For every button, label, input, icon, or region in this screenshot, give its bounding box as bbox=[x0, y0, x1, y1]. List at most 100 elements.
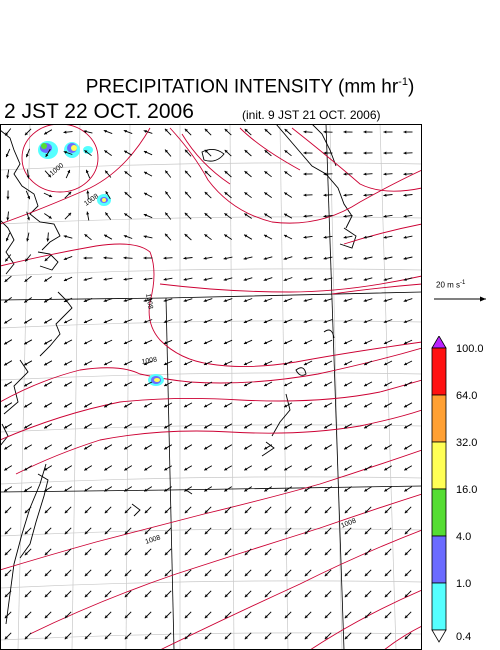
wind-arrowhead bbox=[264, 594, 268, 598]
wind-arrowhead bbox=[44, 488, 48, 492]
wind-arrowhead bbox=[24, 320, 28, 324]
wind-arrowhead bbox=[64, 467, 68, 471]
wind-arrowhead bbox=[48, 194, 53, 198]
wind-arrowhead bbox=[204, 383, 208, 387]
wind-arrowhead bbox=[63, 299, 68, 303]
wind-arrowhead bbox=[4, 467, 8, 471]
wind-arrowhead bbox=[224, 425, 228, 429]
wind-arrowhead bbox=[284, 510, 288, 514]
wind-arrowhead bbox=[25, 258, 29, 262]
wind-reference-label: 20 m s-1 bbox=[436, 280, 465, 290]
wind-arrowhead bbox=[364, 446, 368, 450]
wind-reference-exponent: -1 bbox=[460, 280, 466, 286]
wind-arrowhead bbox=[27, 196, 31, 200]
wind-arrowhead bbox=[44, 299, 48, 303]
wind-arrowhead bbox=[183, 341, 187, 345]
isobar-label: 1008 bbox=[144, 293, 154, 310]
boundaries bbox=[0, 124, 422, 650]
wind-arrowhead bbox=[44, 552, 48, 556]
wind-arrowhead bbox=[224, 446, 228, 450]
wind-arrowhead bbox=[83, 278, 87, 281]
wind-arrowhead bbox=[183, 299, 187, 302]
isobar-label: 1008 bbox=[141, 356, 158, 366]
wind-arrowhead bbox=[104, 636, 108, 640]
wind-arrowhead bbox=[124, 383, 128, 387]
wind-arrowhead bbox=[304, 573, 308, 577]
wind-arrowhead bbox=[165, 212, 169, 216]
wind-arrowhead bbox=[184, 573, 188, 577]
wind-arrowhead bbox=[44, 383, 48, 387]
wind-arrowhead bbox=[184, 212, 188, 216]
wind-arrowhead bbox=[324, 446, 328, 450]
wind-arrowhead bbox=[284, 129, 288, 132]
wind-arrowhead bbox=[343, 151, 347, 155]
wind-arrowhead bbox=[404, 425, 408, 429]
wind-arrowhead bbox=[123, 341, 128, 345]
wind-arrowhead bbox=[144, 531, 148, 535]
wind-arrowhead bbox=[403, 172, 407, 176]
wind-arrowhead bbox=[123, 277, 127, 281]
wind-arrowhead bbox=[384, 552, 388, 556]
wind-arrowhead bbox=[44, 573, 48, 577]
wind-arrowhead bbox=[264, 129, 268, 132]
wind-arrowhead bbox=[223, 362, 228, 366]
wind-arrowhead bbox=[204, 615, 208, 619]
wind-arrowhead bbox=[264, 573, 268, 577]
wind-reference-value: 20 m s bbox=[436, 280, 461, 290]
wind-arrowhead bbox=[204, 404, 208, 408]
valid-time: 2 JST 22 OCT. 2006 bbox=[4, 100, 194, 123]
wind-arrowhead bbox=[6, 238, 9, 242]
precipitation-patches bbox=[38, 141, 164, 386]
wind-arrowhead bbox=[224, 594, 228, 598]
colorbar-level-label: 1.0 bbox=[456, 578, 471, 590]
wind-arrowhead bbox=[284, 446, 288, 450]
wind-arrowhead bbox=[84, 425, 88, 429]
wind-arrowhead bbox=[165, 233, 168, 237]
wind-arrowhead bbox=[304, 383, 308, 387]
wind-arrowhead bbox=[283, 341, 288, 345]
wind-arrowhead bbox=[323, 341, 328, 345]
wind-arrowhead bbox=[304, 425, 308, 429]
wind-arrowhead bbox=[404, 362, 408, 366]
wind-arrowhead bbox=[284, 467, 288, 471]
wind-arrowhead bbox=[284, 192, 288, 196]
wind-arrowhead bbox=[84, 446, 88, 450]
wind-arrowhead bbox=[304, 531, 308, 535]
isobar-label: 1008 bbox=[340, 517, 357, 529]
wind-arrowhead bbox=[304, 446, 308, 450]
wind-arrowhead bbox=[343, 235, 347, 239]
wind-arrowhead bbox=[164, 573, 168, 577]
wind-arrowhead bbox=[363, 256, 367, 260]
wind-arrowhead bbox=[343, 130, 347, 134]
wind-arrowhead bbox=[26, 154, 29, 158]
wind-arrowhead bbox=[203, 341, 207, 345]
wind-arrowhead bbox=[244, 531, 248, 535]
wind-arrowhead bbox=[264, 488, 268, 492]
wind-arrowhead bbox=[303, 256, 307, 260]
wind-arrowhead bbox=[304, 488, 308, 492]
wind-arrowhead bbox=[6, 175, 10, 179]
wind-arrowhead bbox=[284, 150, 288, 154]
colorbar-segment bbox=[431, 394, 447, 443]
wind-arrowhead bbox=[184, 149, 188, 153]
wind-arrowhead bbox=[224, 510, 228, 514]
wind-arrowhead bbox=[4, 594, 8, 598]
wind-arrowhead bbox=[404, 615, 408, 619]
wind-arrowhead bbox=[64, 383, 68, 387]
wind-arrowhead bbox=[243, 278, 247, 281]
page-title: PRECIPITATION INTENSITY (mm hr-1) bbox=[0, 76, 500, 98]
wind-arrowhead bbox=[203, 320, 207, 323]
wind-arrowhead bbox=[143, 235, 147, 239]
wind-arrowhead bbox=[384, 488, 388, 492]
wind-arrowhead bbox=[44, 446, 48, 450]
wind-arrowhead bbox=[303, 362, 308, 366]
wind-arrowhead bbox=[304, 552, 308, 556]
wind-arrowhead bbox=[224, 213, 228, 217]
wind-arrowhead bbox=[404, 594, 408, 598]
wind-arrowhead bbox=[204, 446, 208, 450]
wind-arrowhead bbox=[64, 404, 68, 408]
wind-arrowhead bbox=[103, 130, 107, 133]
wind-arrowhead bbox=[364, 383, 368, 387]
wind-arrowhead bbox=[244, 192, 248, 196]
wind-arrowhead bbox=[324, 531, 328, 535]
